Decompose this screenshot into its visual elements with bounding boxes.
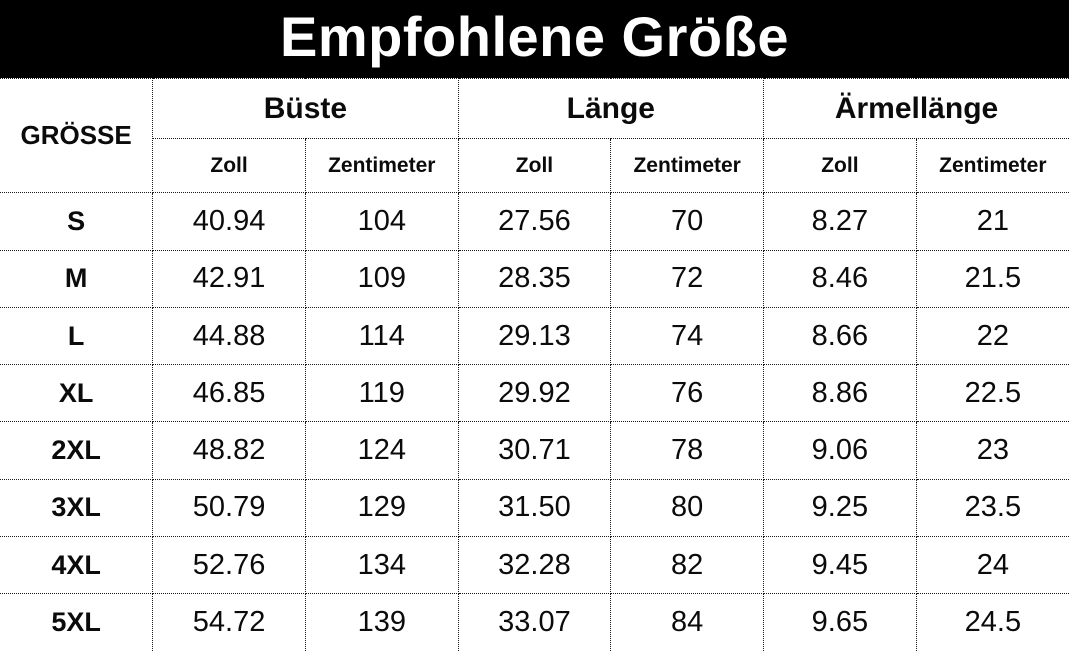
value-cell: 114 <box>304 306 459 366</box>
value-cell: 104 <box>304 192 459 251</box>
size-chart-table: GRÖSSE Büste Länge Ärmellänge Zoll Zenti… <box>0 77 1069 651</box>
value-cell: 23 <box>915 421 1069 480</box>
value-cell: 52.76 <box>152 535 306 595</box>
size-cell: 5XL <box>0 593 154 651</box>
value-cell: 31.50 <box>457 478 612 537</box>
unit-header-row: Zoll Zentimeter Zoll Zentimeter Zoll Zen… <box>0 138 1069 194</box>
value-cell: 30.71 <box>457 421 612 480</box>
value-cell: 109 <box>304 249 459 308</box>
unit-header-bust-inch: Zoll <box>152 138 306 194</box>
table-row-2xl: 2XL 48.82 124 30.71 78 9.06 23 <box>0 421 1069 480</box>
value-cell: 80 <box>610 478 765 537</box>
unit-header-sleeve-inch: Zoll <box>763 138 917 194</box>
unit-header-length-cm: Zentimeter <box>610 138 765 194</box>
table-row-l: L 44.88 114 29.13 74 8.66 22 <box>0 306 1069 366</box>
size-cell: M <box>0 249 154 308</box>
value-cell: 72 <box>610 249 765 308</box>
table-row-3xl: 3XL 50.79 129 31.50 80 9.25 23.5 <box>0 478 1069 537</box>
value-cell: 8.27 <box>763 192 917 251</box>
size-cell: L <box>0 306 154 366</box>
value-cell: 8.66 <box>763 306 917 366</box>
size-cell: 3XL <box>0 478 154 537</box>
value-cell: 40.94 <box>152 192 306 251</box>
value-cell: 24.5 <box>915 593 1069 651</box>
value-cell: 23.5 <box>915 478 1069 537</box>
value-cell: 9.65 <box>763 593 917 651</box>
value-cell: 22.5 <box>915 364 1069 423</box>
value-cell: 22 <box>915 306 1069 366</box>
value-cell: 24 <box>915 535 1069 595</box>
value-cell: 119 <box>304 364 459 423</box>
table-row-xl: XL 46.85 119 29.92 76 8.86 22.5 <box>0 364 1069 423</box>
table-row-5xl: 5XL 54.72 139 33.07 84 9.65 24.5 <box>0 593 1069 651</box>
group-header-length: Länge <box>457 77 765 140</box>
size-cell: 4XL <box>0 535 154 595</box>
group-header-bust: Büste <box>152 77 459 140</box>
value-cell: 84 <box>610 593 765 651</box>
value-cell: 48.82 <box>152 421 306 480</box>
size-cell: XL <box>0 364 154 423</box>
table-row-m: M 42.91 109 28.35 72 8.46 21.5 <box>0 249 1069 308</box>
size-column-header: GRÖSSE <box>0 77 154 194</box>
unit-header-length-inch: Zoll <box>457 138 612 194</box>
value-cell: 139 <box>304 593 459 651</box>
value-cell: 27.56 <box>457 192 612 251</box>
value-cell: 82 <box>610 535 765 595</box>
value-cell: 29.13 <box>457 306 612 366</box>
value-cell: 44.88 <box>152 306 306 366</box>
value-cell: 70 <box>610 192 765 251</box>
size-cell: S <box>0 192 154 251</box>
page-title: Empfohlene Größe <box>280 5 789 68</box>
value-cell: 8.46 <box>763 249 917 308</box>
value-cell: 78 <box>610 421 765 480</box>
value-cell: 8.86 <box>763 364 917 423</box>
value-cell: 21.5 <box>915 249 1069 308</box>
value-cell: 28.35 <box>457 249 612 308</box>
value-cell: 46.85 <box>152 364 306 423</box>
size-cell: 2XL <box>0 421 154 480</box>
value-cell: 50.79 <box>152 478 306 537</box>
value-cell: 42.91 <box>152 249 306 308</box>
title-banner: Empfohlene Größe <box>0 0 1069 78</box>
value-cell: 76 <box>610 364 765 423</box>
value-cell: 9.45 <box>763 535 917 595</box>
value-cell: 32.28 <box>457 535 612 595</box>
value-cell: 74 <box>610 306 765 366</box>
table-row-4xl: 4XL 52.76 134 32.28 82 9.45 24 <box>0 535 1069 595</box>
value-cell: 129 <box>304 478 459 537</box>
value-cell: 21 <box>915 192 1069 251</box>
group-header-row: GRÖSSE Büste Länge Ärmellänge <box>0 77 1069 194</box>
value-cell: 124 <box>304 421 459 480</box>
group-header-sleeve-length: Ärmellänge <box>763 77 1069 140</box>
value-cell: 29.92 <box>457 364 612 423</box>
value-cell: 54.72 <box>152 593 306 651</box>
unit-header-bust-cm: Zentimeter <box>304 138 459 194</box>
table-row-s: S 40.94 104 27.56 70 8.27 21 <box>0 192 1069 251</box>
value-cell: 134 <box>304 535 459 595</box>
value-cell: 33.07 <box>457 593 612 651</box>
value-cell: 9.25 <box>763 478 917 537</box>
value-cell: 9.06 <box>763 421 917 480</box>
unit-header-sleeve-cm: Zentimeter <box>915 138 1069 194</box>
